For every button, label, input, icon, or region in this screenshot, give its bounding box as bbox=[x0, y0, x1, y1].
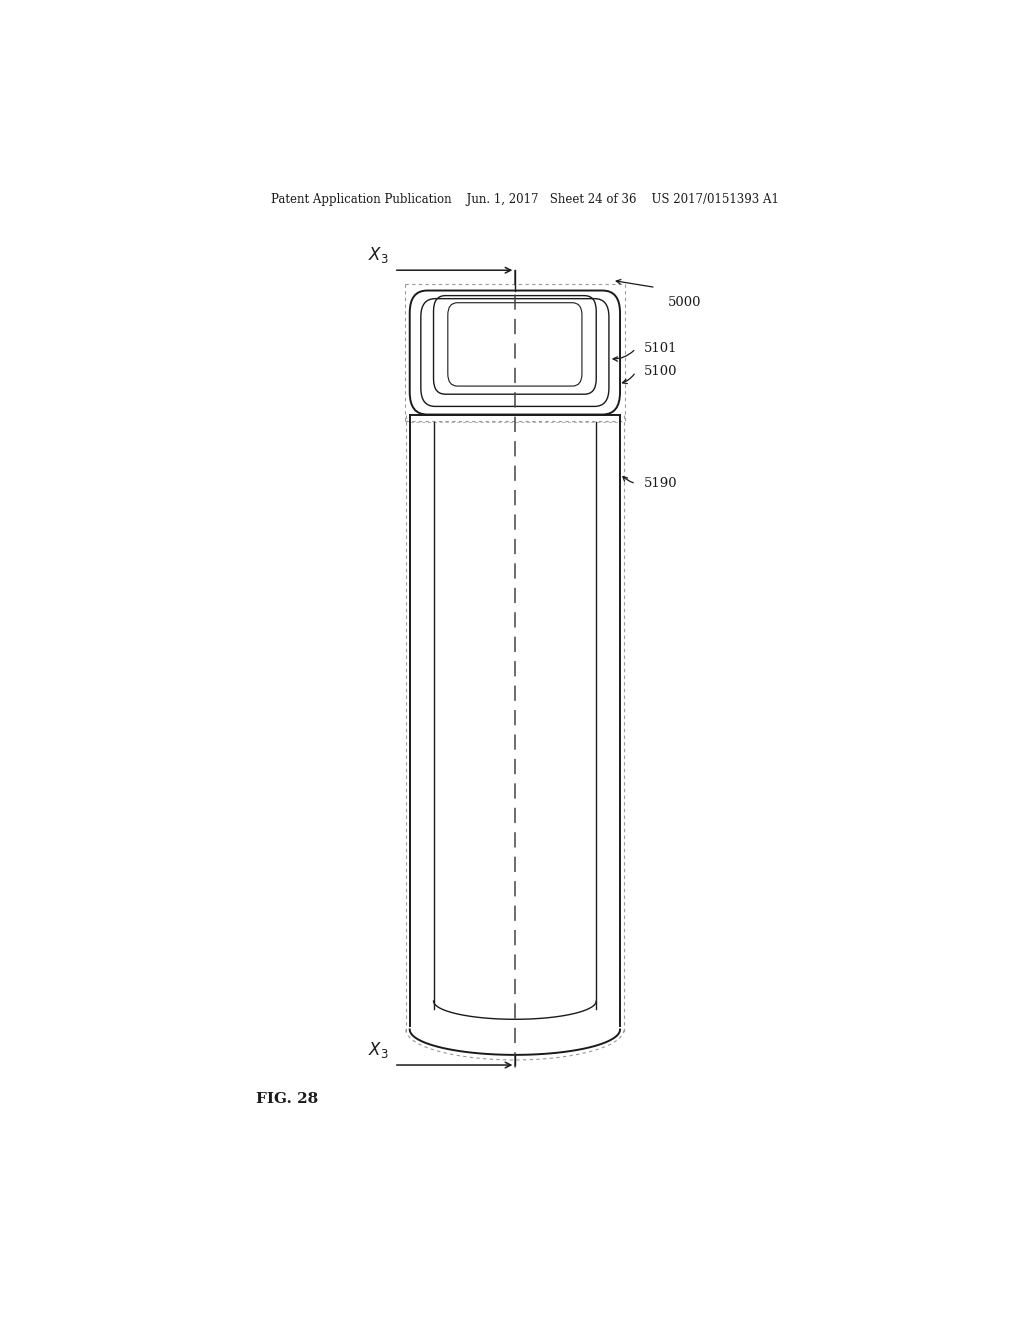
Text: 5101: 5101 bbox=[644, 342, 677, 355]
Text: 5100: 5100 bbox=[644, 366, 677, 379]
Text: FIG. 28: FIG. 28 bbox=[256, 1092, 317, 1106]
Text: 5190: 5190 bbox=[644, 477, 678, 490]
Text: $X_3$: $X_3$ bbox=[368, 1040, 388, 1060]
Text: $X_3$: $X_3$ bbox=[368, 246, 388, 265]
Text: 5000: 5000 bbox=[668, 296, 701, 309]
Text: Patent Application Publication    Jun. 1, 2017   Sheet 24 of 36    US 2017/01513: Patent Application Publication Jun. 1, 2… bbox=[271, 193, 778, 206]
